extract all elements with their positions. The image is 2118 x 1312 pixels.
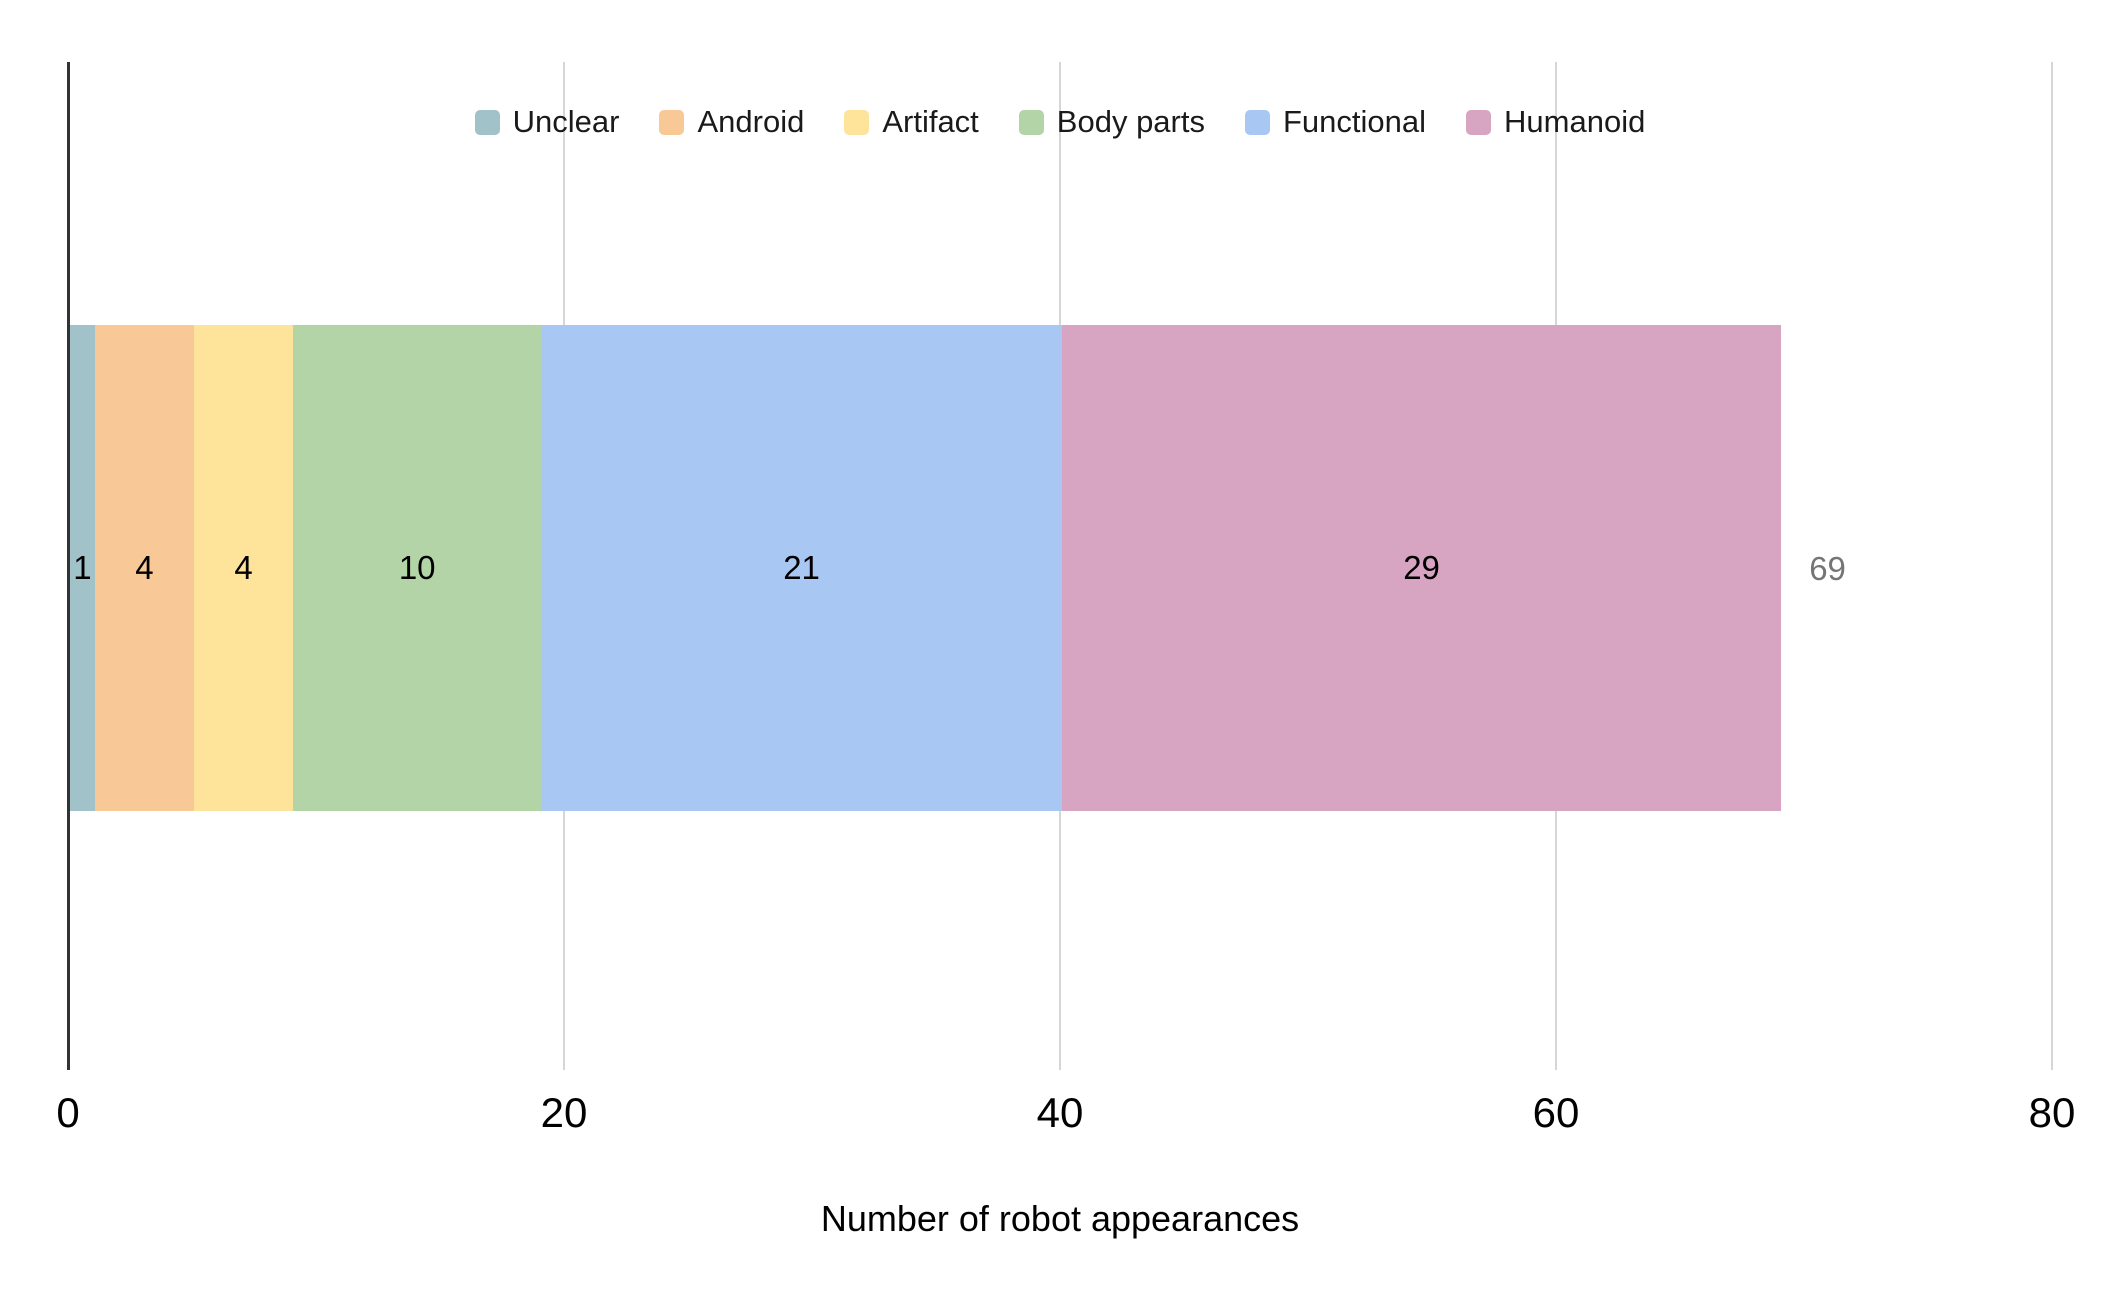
legend-item-unclear: Unclear bbox=[474, 104, 620, 140]
x-tick-label-40: 40 bbox=[1036, 1089, 1084, 1136]
legend-label: Android bbox=[697, 104, 805, 139]
legend-swatch-icon bbox=[659, 109, 685, 135]
legend-label: Unclear bbox=[512, 104, 620, 139]
bar-segment-android: 4 bbox=[94, 325, 194, 811]
gridline-80 bbox=[2051, 62, 2053, 1070]
segment-value-label: 10 bbox=[398, 549, 436, 586]
segment-value-label: 1 bbox=[73, 549, 92, 586]
legend-item-android: Android bbox=[659, 104, 804, 140]
y-axis-line bbox=[66, 62, 70, 1070]
total-label: 69 bbox=[1809, 550, 1846, 587]
x-tick-label-20: 20 bbox=[540, 1089, 588, 1136]
legend-swatch-icon bbox=[474, 109, 500, 135]
chart-legend: Unclear Android Artifact Body parts Function… bbox=[68, 104, 2052, 140]
legend-swatch-icon bbox=[1466, 109, 1492, 135]
legend-label: Functional bbox=[1283, 104, 1427, 139]
legend-item-functional: Functional bbox=[1245, 104, 1426, 140]
legend-swatch-icon bbox=[844, 109, 870, 135]
segment-value-label: 29 bbox=[1403, 549, 1440, 586]
segment-value-label: 4 bbox=[135, 549, 154, 586]
bar-segment-body-parts: 10 bbox=[293, 325, 542, 811]
segment-value-label: 21 bbox=[783, 549, 820, 586]
x-axis-title: Number of robot appearances bbox=[820, 1198, 1300, 1239]
stacked-bar: 1 4 4 10 21 29 bbox=[70, 325, 1782, 811]
x-tick-label-80: 80 bbox=[2028, 1089, 2076, 1136]
legend-swatch-icon bbox=[1245, 109, 1270, 135]
bar-segment-functional: 21 bbox=[541, 325, 1062, 811]
legend-item-body-parts: Body parts bbox=[1018, 104, 1205, 140]
bar-segment-unclear: 1 bbox=[70, 325, 95, 811]
legend-label: Body parts bbox=[1056, 104, 1205, 139]
legend-swatch-icon bbox=[1018, 109, 1044, 135]
segment-value-label: 4 bbox=[234, 549, 253, 586]
legend-label: Artifact bbox=[882, 104, 979, 139]
legend-label: Humanoid bbox=[1504, 104, 1646, 139]
bar-segment-artifact: 4 bbox=[193, 325, 294, 811]
bar-segment-humanoid: 29 bbox=[1061, 325, 1782, 811]
legend-item-artifact: Artifact bbox=[844, 104, 979, 140]
x-tick-label-0: 0 bbox=[56, 1089, 80, 1136]
x-tick-label-60: 60 bbox=[1532, 1089, 1580, 1136]
legend-item-humanoid: Humanoid bbox=[1466, 104, 1645, 140]
